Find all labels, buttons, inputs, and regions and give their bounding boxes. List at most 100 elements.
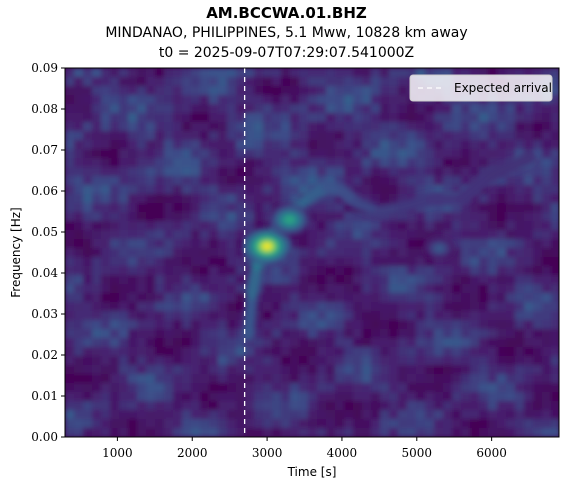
spectrogram-cell xyxy=(371,257,380,266)
spectrogram-cell xyxy=(119,275,128,284)
spectrogram-cell xyxy=(119,311,128,320)
spectrogram-cell xyxy=(74,86,83,95)
spectrogram-cell xyxy=(317,329,326,338)
spectrogram-cell xyxy=(389,257,398,266)
spectrogram-cell xyxy=(362,410,371,419)
spectrogram-cell xyxy=(344,410,353,419)
spectrogram-cell xyxy=(425,329,434,338)
spectrogram-cell xyxy=(263,320,272,329)
spectrogram-cell xyxy=(155,428,164,437)
spectrogram-cell xyxy=(344,284,353,293)
spectrogram-cell xyxy=(506,338,515,347)
spectrogram-cell xyxy=(272,401,281,410)
spectrogram-cell xyxy=(443,293,452,302)
spectrogram-cell xyxy=(92,275,101,284)
spectrogram-cell xyxy=(425,338,434,347)
spectrogram-cell xyxy=(119,329,128,338)
spectrogram-cell xyxy=(425,311,434,320)
spectrogram-cell xyxy=(371,347,380,356)
spectrogram-cell xyxy=(452,203,461,212)
spectrogram-cell xyxy=(533,428,542,437)
spectrogram-cell xyxy=(254,293,263,302)
spectrogram-cell xyxy=(65,302,74,311)
spectrogram-cell xyxy=(443,320,452,329)
spectrogram-cell xyxy=(209,212,218,221)
spectrogram-cell xyxy=(308,95,317,104)
spectrogram-cell xyxy=(272,77,281,86)
spectrogram-cell xyxy=(254,68,263,77)
spectrogram-cell xyxy=(209,149,218,158)
spectrogram-cell xyxy=(533,383,542,392)
spectrogram-cell xyxy=(506,149,515,158)
energy-hotspot-1 xyxy=(242,228,292,265)
spectrogram-cell xyxy=(101,257,110,266)
spectrogram-cell xyxy=(218,221,227,230)
spectrogram-cell xyxy=(245,131,254,140)
spectrogram-cell xyxy=(119,113,128,122)
spectrogram-cell xyxy=(497,221,506,230)
spectrogram-cell xyxy=(128,284,137,293)
spectrogram-cell xyxy=(461,68,470,77)
spectrogram-cell xyxy=(308,338,317,347)
spectrogram-cell xyxy=(533,338,542,347)
spectrogram-cell xyxy=(542,248,551,257)
spectrogram-cell xyxy=(479,221,488,230)
spectrogram-cell xyxy=(443,275,452,284)
spectrogram-cell xyxy=(497,68,506,77)
spectrogram-cell xyxy=(533,419,542,428)
spectrogram-cell xyxy=(182,149,191,158)
spectrogram-cell xyxy=(380,293,389,302)
spectrogram-cell xyxy=(353,140,362,149)
spectrogram-cell xyxy=(353,239,362,248)
spectrogram-cell xyxy=(263,311,272,320)
spectrogram-cell xyxy=(236,365,245,374)
spectrogram-cell xyxy=(191,338,200,347)
spectrogram-cell xyxy=(515,284,524,293)
spectrogram-cell xyxy=(200,248,209,257)
spectrogram-cell xyxy=(263,302,272,311)
spectrogram-cell xyxy=(542,158,551,167)
spectrogram-cell xyxy=(146,374,155,383)
spectrogram-cell xyxy=(272,140,281,149)
spectrogram-cell xyxy=(137,158,146,167)
spectrogram-cell xyxy=(191,365,200,374)
spectrogram-cell xyxy=(173,293,182,302)
spectrogram-cell xyxy=(236,293,245,302)
spectrogram-cell xyxy=(164,68,173,77)
spectrogram-cell xyxy=(425,347,434,356)
spectrogram-cell xyxy=(119,383,128,392)
spectrogram-cell xyxy=(119,95,128,104)
spectrogram-cell xyxy=(308,122,317,131)
spectrogram-cell xyxy=(254,392,263,401)
spectrogram-cell xyxy=(236,113,245,122)
spectrogram-cell xyxy=(263,392,272,401)
spectrogram-cell xyxy=(128,428,137,437)
spectrogram-cell xyxy=(281,95,290,104)
spectrogram-cell xyxy=(470,167,479,176)
spectrogram-cell xyxy=(182,284,191,293)
spectrogram-cell xyxy=(335,392,344,401)
spectrogram-cell xyxy=(209,401,218,410)
spectrogram-cell xyxy=(191,356,200,365)
spectrogram-cell xyxy=(317,311,326,320)
spectrogram-cell xyxy=(380,167,389,176)
spectrogram-cell xyxy=(173,212,182,221)
spectrogram-cell xyxy=(515,329,524,338)
spectrogram-cell xyxy=(191,104,200,113)
spectrogram-cell xyxy=(488,392,497,401)
spectrogram-cell xyxy=(515,311,524,320)
spectrogram-cell xyxy=(551,419,559,428)
spectrogram-cell xyxy=(254,113,263,122)
spectrogram-cell xyxy=(173,113,182,122)
spectrogram-cell xyxy=(245,203,254,212)
spectrogram-cell xyxy=(182,68,191,77)
spectrogram-cell xyxy=(335,365,344,374)
spectrogram-cell xyxy=(542,149,551,158)
spectrogram-cell xyxy=(65,257,74,266)
spectrogram-cell xyxy=(209,284,218,293)
spectrogram-cell xyxy=(344,149,353,158)
spectrogram-cell xyxy=(425,419,434,428)
spectrogram-cell xyxy=(191,302,200,311)
spectrogram-cell xyxy=(137,365,146,374)
spectrogram-cell xyxy=(524,284,533,293)
